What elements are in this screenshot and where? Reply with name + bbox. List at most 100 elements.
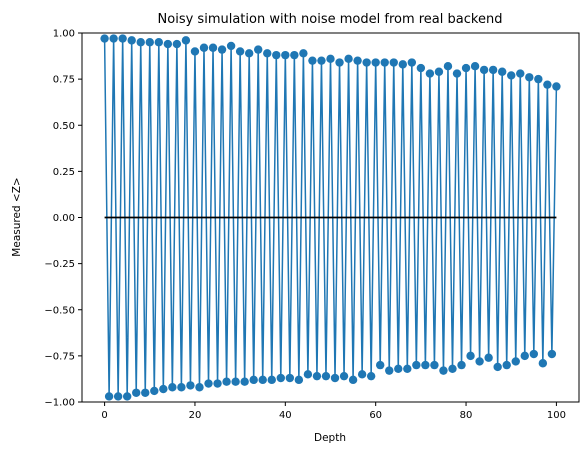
- series-1-point: [434, 67, 444, 76]
- series-1-point: [186, 381, 195, 390]
- y-tick-label: −1.00: [44, 398, 75, 409]
- series-1-point: [452, 69, 462, 78]
- series-1-point: [159, 384, 168, 394]
- plot-layer: [100, 34, 561, 401]
- series-1-point: [344, 54, 353, 64]
- series-1-point: [240, 377, 249, 386]
- series-1-point: [141, 388, 150, 397]
- series-1-point: [439, 366, 448, 375]
- series-1-point: [376, 360, 385, 370]
- series-1-point: [339, 371, 349, 381]
- series-1-point: [208, 43, 218, 52]
- series-1-point: [353, 56, 362, 65]
- series-1-point: [213, 379, 222, 388]
- series-1-point: [226, 41, 236, 51]
- series-1-point: [163, 39, 173, 49]
- series-1-point: [127, 36, 136, 45]
- y-tick-label: −0.25: [44, 259, 75, 270]
- series-1-point: [412, 360, 421, 370]
- series-1-point: [425, 69, 435, 78]
- series-1-point: [244, 49, 254, 58]
- series-1-point: [235, 47, 245, 56]
- series-1-point: [113, 392, 123, 401]
- series-1-point: [222, 377, 231, 386]
- y-tick-label: 0.50: [53, 121, 75, 132]
- series-1-point: [430, 360, 439, 370]
- series-1-point: [100, 34, 109, 43]
- x-tick-label: 20: [189, 410, 202, 421]
- series-1-point: [321, 371, 331, 381]
- series-1-point: [326, 54, 335, 64]
- series-1-point: [416, 63, 426, 73]
- series-1-point: [366, 371, 376, 381]
- series-1-point: [348, 375, 358, 385]
- y-tick-label: 0.00: [53, 213, 75, 224]
- series-1-point: [502, 360, 511, 370]
- series-1-point: [457, 360, 466, 370]
- series-1-point: [394, 364, 403, 373]
- series-1-point: [290, 50, 299, 60]
- series-1-point: [281, 50, 290, 60]
- series-1-point: [132, 388, 141, 397]
- series-1-point: [507, 71, 516, 80]
- series-1-point: [308, 56, 317, 65]
- y-axis-label: Measured <Z>: [11, 177, 23, 256]
- series-1-point: [543, 80, 552, 89]
- y-tick-label: −0.50: [44, 305, 75, 316]
- x-tick-label: 80: [460, 410, 473, 421]
- series-1-point: [403, 364, 412, 373]
- series-1-point: [443, 62, 453, 71]
- axis-layer: 0 20 40 60 80 100 1.00 0.75 0.50 0.25 0.00 −0.25 −0.…: [44, 29, 566, 422]
- series-1-point: [493, 362, 502, 372]
- series-1-point: [470, 62, 480, 71]
- series-1-point: [154, 38, 164, 47]
- series-1-point: [362, 58, 371, 67]
- series-1-point: [466, 351, 475, 361]
- series-1-point: [190, 47, 200, 56]
- x-tick-label: 0: [101, 410, 107, 421]
- series-1-point: [181, 36, 191, 45]
- series-1-point: [488, 65, 498, 75]
- series-1-point: [172, 39, 182, 49]
- series-1-point: [479, 65, 489, 75]
- series-1-point: [516, 69, 525, 78]
- series-1-point: [475, 357, 484, 366]
- x-tick-label: 60: [369, 410, 382, 421]
- series-1-point: [217, 45, 227, 54]
- series-1-point: [421, 360, 430, 370]
- y-tick-label: 0.75: [53, 75, 75, 86]
- series-1-point: [547, 349, 557, 359]
- series-1-point: [407, 58, 417, 67]
- series-1-point: [285, 373, 295, 383]
- series-1-point: [204, 379, 213, 388]
- series-1-point: [267, 375, 276, 385]
- series-1-point: [529, 349, 539, 359]
- series-1-point: [484, 353, 493, 362]
- y-tick-label: 0.25: [53, 167, 75, 178]
- series-1-point: [199, 43, 209, 52]
- series-1-point: [118, 34, 127, 43]
- series-1-point: [534, 74, 543, 84]
- chart-title: Noisy simulation with noise model from r…: [158, 12, 503, 27]
- series-1-point: [231, 377, 240, 386]
- series-1-point: [448, 364, 457, 373]
- series-1-point: [538, 359, 548, 368]
- series-1-point: [177, 383, 186, 392]
- x-axis-label: Depth: [314, 432, 346, 444]
- series-1-point: [330, 373, 340, 383]
- plot-frame: [81, 32, 580, 403]
- series-1-point: [371, 58, 380, 67]
- series-1-point: [357, 370, 367, 379]
- y-tick-label: 1.00: [53, 29, 75, 40]
- series-1-point: [317, 56, 326, 65]
- series-1-point: [195, 383, 204, 392]
- series-1-point: [249, 375, 258, 385]
- series-1-point: [254, 45, 263, 54]
- series-1-point: [312, 371, 322, 381]
- series-1-point: [168, 383, 177, 392]
- series-1-point: [497, 67, 507, 76]
- series-1-point: [380, 58, 389, 67]
- x-tick-label: 100: [547, 410, 566, 421]
- series-1-point: [299, 49, 308, 58]
- series-1-point: [389, 58, 398, 67]
